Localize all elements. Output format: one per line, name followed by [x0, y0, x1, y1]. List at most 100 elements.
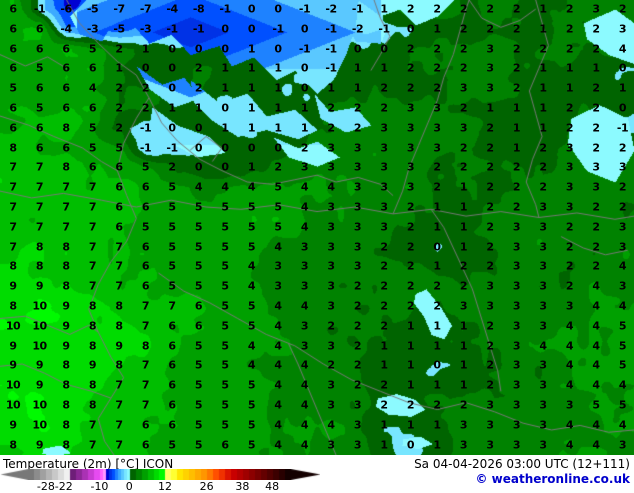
temperature-label: 5 [194, 220, 203, 234]
temperature-label: 10 [5, 398, 21, 412]
temperature-label: 3 [565, 141, 574, 155]
temperature-label: 4 [300, 220, 309, 234]
temperature-label: 7 [115, 259, 123, 273]
temperature-label: 4 [592, 299, 600, 313]
temperature-label: 2 [512, 2, 521, 16]
temperature-label: 3 [327, 299, 335, 313]
temperature-label: 6 [168, 418, 176, 432]
temperature-map[interactable]: 6 -1 -6 -5 -7 -7 -4 -8 -1 0 0 -1 -2 -1 1 2 2 2 2 2 1 2 3 2 6 6 -4-… [0, 0, 634, 455]
temperature-label: 1 [247, 61, 256, 75]
temperature-label: 2 [141, 101, 150, 115]
temperature-label: 6 [115, 200, 123, 214]
temperature-label: 5 [194, 358, 203, 372]
temperature-label: -5 [86, 2, 99, 16]
temperature-value-labels: 6 -1 -6 -5 -7 -7 -4 -8 -1 0 0 -1 -2 -1 1 2 2 2 2 2 1 2 3 2 6 6 -4-… [5, 2, 629, 452]
temperature-label: 3 [618, 22, 627, 36]
temperature-label: 5 [35, 101, 44, 115]
temperature-label: 7 [141, 398, 150, 412]
temperature-label: 5 [168, 180, 176, 194]
temperature-label: 3 [300, 339, 309, 353]
temperature-label: 1 [327, 81, 335, 95]
temperature-label: -1 [616, 121, 629, 135]
temperature-label: 2 [433, 279, 441, 293]
temperature-label: 0 [194, 42, 203, 56]
temperature-label: 7 [35, 160, 44, 174]
temperature-label: 2 [406, 279, 415, 293]
temperature-label: 10 [5, 319, 21, 333]
temperature-label: 5 [221, 279, 229, 293]
temperature-label: 4 [274, 299, 282, 313]
temperature-label: 2 [565, 259, 574, 273]
temperature-label: 6 [141, 438, 150, 452]
map-footer: Temperature (2m) [°C] ICON Sa 04-04-2026… [0, 455, 634, 493]
temperature-label: 3 [353, 418, 362, 432]
temperature-label: 7 [88, 259, 97, 273]
temperature-label: 3 [459, 81, 468, 95]
temperature-label: 4 [247, 180, 256, 194]
temperature-label: 8 [9, 259, 17, 273]
temperature-label: 4 [274, 358, 282, 372]
temperature-label: 5 [168, 259, 176, 273]
temperature-label: 0 [380, 42, 388, 56]
temperature-label: 3 [327, 438, 335, 452]
temperature-label: 6 [9, 22, 17, 36]
temperature-label: 8 [115, 358, 123, 372]
temperature-label: 2 [194, 61, 203, 75]
temperature-label: 7 [9, 180, 17, 194]
temperature-label: 9 [88, 358, 97, 372]
temperature-label: 0 [247, 22, 256, 36]
temperature-label: 2 [565, 220, 574, 234]
colorbar-tick: 0 [125, 480, 133, 493]
temperature-label: 8 [35, 259, 44, 273]
temperature-label: 5 [141, 160, 150, 174]
temperature-label: 4 [592, 418, 600, 432]
temperature-label: -1 [325, 42, 337, 56]
temperature-label: 3 [300, 279, 309, 293]
temperature-label: 7 [9, 240, 17, 254]
temperature-label: 0 [221, 22, 229, 36]
temperature-label: 3 [539, 358, 547, 372]
temperature-label: 2 [486, 378, 494, 392]
temperature-label: 5 [592, 398, 600, 412]
temperature-label: 8 [88, 378, 97, 392]
temperature-label: 3 [565, 398, 574, 412]
temperature-label: 2 [433, 180, 441, 194]
temperature-label: 2 [433, 61, 441, 75]
temperature-label: 6 [35, 121, 44, 135]
temperature-label: 2 [592, 220, 600, 234]
temperature-label: 3 [380, 200, 388, 214]
temperature-label: 2 [486, 339, 494, 353]
temperature-label: 8 [115, 319, 123, 333]
temperature-label: -1 [378, 22, 390, 36]
temperature-label: 5 [221, 299, 229, 313]
temperature-label: 7 [115, 398, 123, 412]
temperature-label: 4 [300, 180, 309, 194]
temperature-label: 2 [486, 358, 494, 372]
temperature-label: 6 [141, 240, 150, 254]
temperature-label: 2 [539, 42, 547, 56]
temperature-label: 8 [35, 240, 44, 254]
temperature-label: 7 [35, 200, 44, 214]
temperature-label: 9 [62, 299, 70, 313]
temperature-label: 3 [353, 141, 362, 155]
temperature-label: -1 [139, 141, 152, 155]
temperature-label: 5 [168, 279, 176, 293]
temperature-label: 4 [327, 418, 335, 432]
temperature-label: 2 [327, 358, 335, 372]
temperature-label: 0 [618, 61, 627, 75]
temperature-label: 3 [592, 2, 600, 16]
temperature-label: 1 [433, 22, 441, 36]
temperature-label: 2 [433, 299, 441, 313]
temperature-label: 6 [141, 418, 150, 432]
temperature-label: 2 [618, 200, 627, 214]
temperature-label: 3 [486, 279, 494, 293]
temperature-label: 1 [247, 160, 256, 174]
temperature-label: 5 [168, 438, 176, 452]
temperature-label: 7 [115, 279, 123, 293]
temperature-label: 2 [459, 101, 468, 115]
temperature-label: 1 [433, 200, 441, 214]
temperature-label: 3 [512, 398, 521, 412]
temperature-label: 9 [115, 339, 123, 353]
temperature-colorbar[interactable]: -28 -22 -10 0 12 26 38 48 [0, 469, 320, 493]
temperature-label: 6 [35, 141, 44, 155]
